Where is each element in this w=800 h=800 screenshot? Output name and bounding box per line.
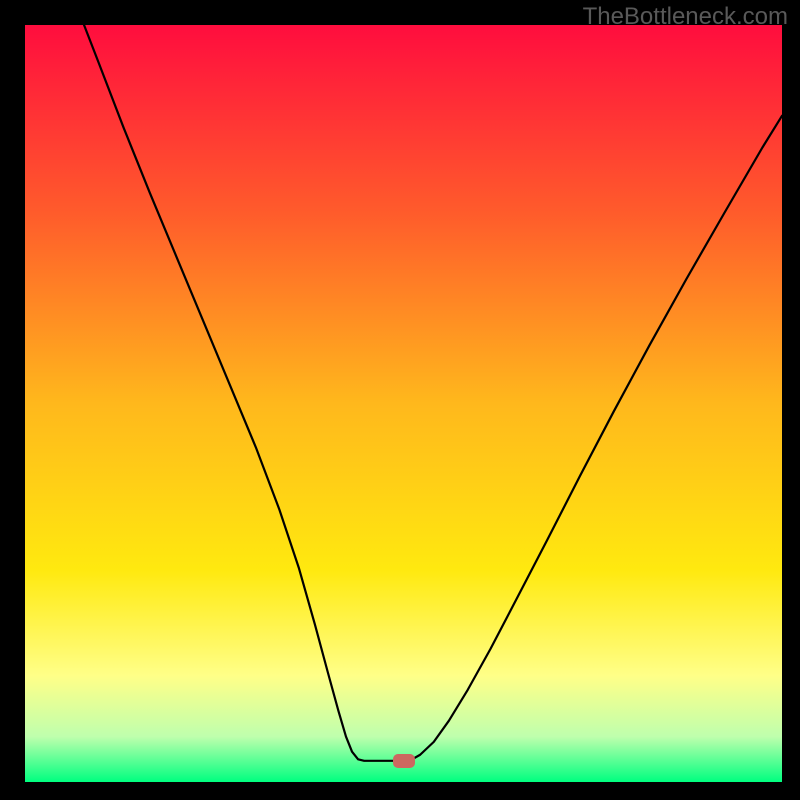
plot-area: [25, 25, 782, 782]
bottleneck-curve: [25, 25, 782, 782]
watermark-text: TheBottleneck.com: [583, 3, 788, 31]
optimal-point-marker: [393, 754, 415, 768]
chart-outer-frame: TheBottleneck.com: [0, 0, 800, 800]
